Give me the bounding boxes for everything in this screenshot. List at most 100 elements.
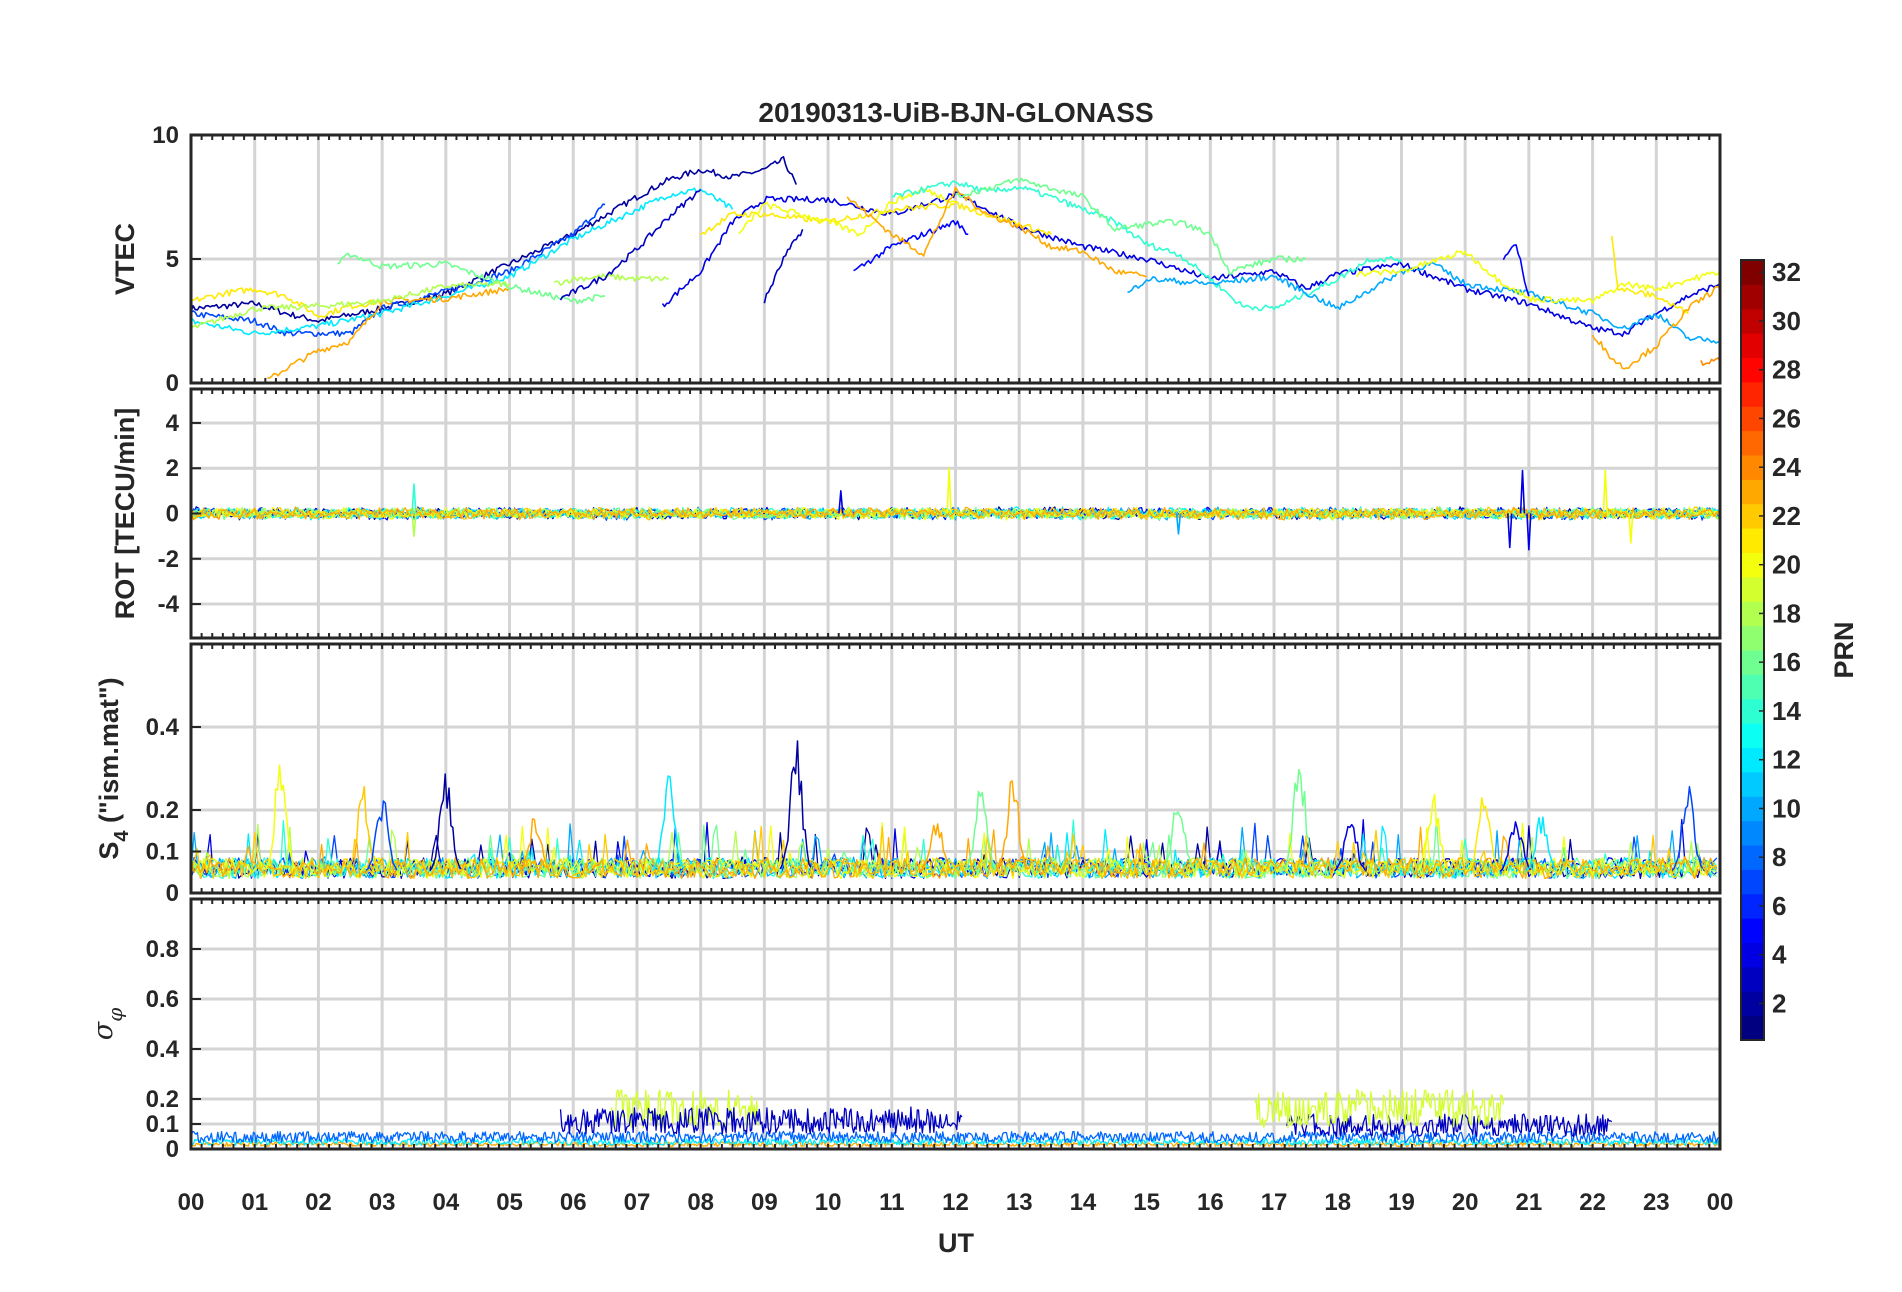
colorbar-swatch bbox=[1741, 552, 1764, 578]
y-tick-label: 10 bbox=[152, 122, 179, 149]
rot-spike bbox=[1628, 513, 1634, 544]
vtec-series-prn-23 bbox=[846, 186, 1147, 278]
colorbar-tick-label: 4 bbox=[1772, 940, 1787, 970]
y-axis-label: ROT [TECU/min] bbox=[110, 408, 140, 619]
colorbar-tick-label: 28 bbox=[1772, 355, 1801, 385]
y-tick-label: 0.1 bbox=[146, 1111, 179, 1138]
colorbar-tick-label: 24 bbox=[1772, 452, 1801, 482]
colorbar-swatch bbox=[1741, 528, 1764, 553]
colorbar-swatch bbox=[1741, 991, 1764, 1017]
y-tick-label: 0 bbox=[166, 370, 179, 397]
y-axis-label: S4 ("ism.mat") bbox=[94, 677, 133, 859]
colorbar-tick-label: 30 bbox=[1772, 306, 1801, 336]
data-layer bbox=[191, 467, 1720, 551]
colorbar-swatch bbox=[1741, 869, 1764, 895]
s4-spike bbox=[920, 823, 952, 872]
colorbar-tick-label: 6 bbox=[1772, 891, 1786, 921]
x-tick-label: 15 bbox=[1133, 1189, 1160, 1216]
vtec-series-prn-24 bbox=[1700, 357, 1720, 366]
rot-spike bbox=[1175, 513, 1182, 535]
x-tick-label: 10 bbox=[815, 1189, 842, 1216]
y-tick-label: 5 bbox=[166, 246, 179, 273]
x-tick-label: 07 bbox=[624, 1189, 651, 1216]
colorbar-swatch bbox=[1741, 406, 1764, 432]
x-tick-label: 04 bbox=[432, 1189, 459, 1216]
x-tick-label: 01 bbox=[241, 1189, 268, 1216]
vtec-series-prn-3 bbox=[559, 188, 702, 301]
colorbar-tick-label: 32 bbox=[1772, 257, 1801, 287]
s4-spike bbox=[1334, 823, 1366, 872]
x-tick-label: 16 bbox=[1197, 1189, 1224, 1216]
y-tick-label: 2 bbox=[166, 455, 179, 482]
y-tick-label: 4 bbox=[166, 410, 180, 437]
vtec-series-prn-21 bbox=[1610, 236, 1689, 315]
colorbar-swatch bbox=[1741, 796, 1764, 822]
vtec-series-prn-20 bbox=[1356, 250, 1720, 304]
s4-spike bbox=[518, 818, 551, 872]
rot-spike bbox=[1519, 469, 1526, 514]
sigma-series-prn-8 bbox=[191, 1130, 1720, 1144]
colorbar-swatch bbox=[1741, 357, 1764, 383]
vtec-series-prn-21 bbox=[700, 200, 1052, 236]
colorbar-swatch bbox=[1741, 455, 1764, 480]
y-tick-label: 0.2 bbox=[146, 1086, 179, 1113]
y-tick-label: 0.1 bbox=[146, 839, 179, 866]
panel-rot: -4 -2 0 2 4 ROT [TECU/min] bbox=[110, 387, 1722, 640]
colorbar-tick-label: 20 bbox=[1772, 550, 1801, 580]
panel-vtec: 0 5 10 VTEC bbox=[110, 122, 1722, 397]
colorbar-swatch bbox=[1741, 698, 1764, 724]
axes-frame bbox=[189, 897, 1722, 1151]
colorbar-swatch bbox=[1741, 674, 1764, 700]
vtec-series-prn-5 bbox=[853, 219, 969, 272]
colorbar-tick-label: 18 bbox=[1772, 598, 1801, 628]
sigma-series-prn-19 bbox=[1254, 1088, 1505, 1129]
x-tick-label: 00 bbox=[178, 1189, 205, 1216]
vtec-series-prn-12 bbox=[191, 187, 734, 336]
x-tick-label: 23 bbox=[1643, 1189, 1670, 1216]
y-axis-label: VTEC bbox=[110, 223, 140, 295]
data-layer bbox=[191, 156, 1720, 379]
rot-spike bbox=[411, 483, 417, 514]
colorbar-tick-label: 8 bbox=[1772, 842, 1786, 872]
rot-spike bbox=[1602, 469, 1609, 514]
s4-spike bbox=[1283, 768, 1315, 871]
colorbar-swatch bbox=[1741, 308, 1764, 334]
colorbar-swatch bbox=[1741, 333, 1764, 358]
colorbar-swatch bbox=[1741, 430, 1764, 456]
s4-spike bbox=[1416, 793, 1449, 871]
colorbar-swatch bbox=[1741, 1015, 1764, 1041]
chart-title: 20190313-UiB-BJN-GLONASS bbox=[758, 97, 1153, 128]
s4-series-prn-23 bbox=[191, 826, 1718, 880]
colorbar-swatch bbox=[1741, 601, 1764, 627]
x-tick-label: 09 bbox=[751, 1189, 778, 1216]
x-tick-label: 12 bbox=[942, 1189, 969, 1216]
y-tick-label: 0.2 bbox=[146, 797, 179, 824]
vtec-series-prn-2 bbox=[191, 156, 797, 323]
colorbar-swatch bbox=[1741, 381, 1764, 407]
rot-spike bbox=[1526, 513, 1532, 551]
vtec-series-prn-16 bbox=[955, 177, 1307, 275]
s4-spike bbox=[1162, 811, 1194, 872]
x-tick-label: 21 bbox=[1516, 1189, 1543, 1216]
colorbar-tick-label: 2 bbox=[1772, 988, 1786, 1018]
rot-series-prn-22 bbox=[191, 506, 1720, 521]
s4-spike bbox=[263, 764, 296, 871]
data-layer bbox=[191, 740, 1718, 880]
s4-series-prn-20 bbox=[191, 822, 1718, 880]
s4-spike bbox=[996, 780, 1029, 871]
x-tick-label: 03 bbox=[369, 1189, 396, 1216]
x-tick-label: 18 bbox=[1324, 1189, 1351, 1216]
colorbar-swatch bbox=[1741, 650, 1764, 675]
vtec-series-prn-3 bbox=[763, 228, 804, 304]
rot-series-prn-23 bbox=[191, 506, 1720, 521]
vtec-series-prn-23 bbox=[267, 287, 510, 379]
axes-frame bbox=[189, 642, 1722, 895]
colorbar-tick-label: 22 bbox=[1772, 501, 1801, 531]
y-tick-label: 0.6 bbox=[146, 986, 179, 1013]
y-axis-label: σφ bbox=[88, 1008, 127, 1040]
vtec-series-prn-23 bbox=[1591, 285, 1720, 370]
colorbar-tick-label: 26 bbox=[1772, 403, 1801, 433]
x-tick-label: 06 bbox=[560, 1189, 587, 1216]
vtec-series-prn-10 bbox=[1127, 261, 1720, 344]
